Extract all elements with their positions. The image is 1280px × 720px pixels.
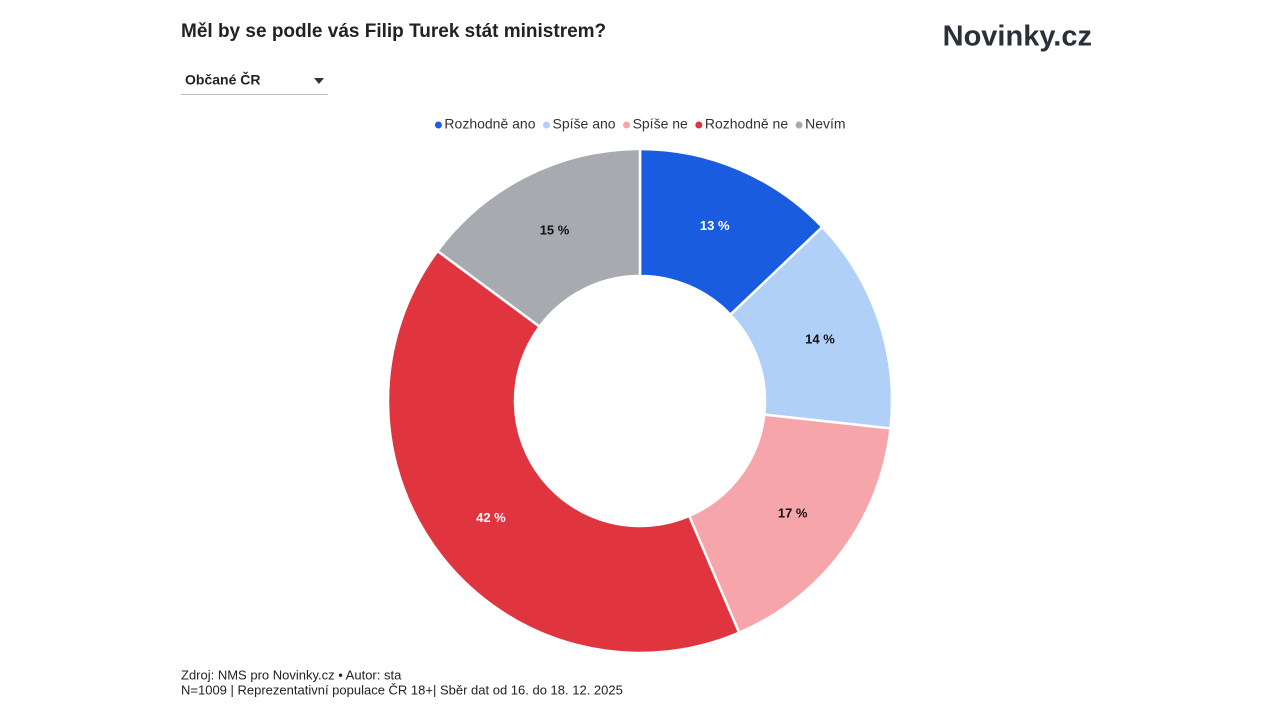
legend-marker [623,121,631,129]
legend-label: Spíše ne [633,116,688,132]
filter-value[interactable]: Občané ČR [185,71,260,88]
data-label: 14 % [805,331,835,346]
legend-label: Rozhodně ano [444,116,535,132]
donut-slice [435,147,642,329]
donut-slice [687,413,892,635]
donut: 13 % 14 % 17 % 42 % 15 % [386,147,894,655]
legend-marker [795,121,803,129]
legend-marker [434,121,442,129]
donut-slice [638,147,825,317]
donut-slice [386,249,741,655]
chart-title: Měl by se podle vás Filip Turek stát min… [181,21,606,42]
data-label: 15 % [540,223,570,238]
data-label: 13 % [700,218,730,233]
legend-label: Nevím [805,116,845,132]
filter-dropdown[interactable]: Občané ČR [181,71,328,95]
legend-label: Rozhodně ne [705,116,789,132]
footer-note: N=1009 | Reprezentativní populace ČR 18+… [181,682,623,697]
logo: Novinky.cz [943,21,1092,53]
data-label: 17 % [778,506,808,521]
legend-marker [695,121,703,129]
dropdown-caret[interactable] [314,78,324,84]
data-label: 42 % [476,510,506,525]
donut-slice [728,225,894,430]
legend-marker [543,121,550,129]
legend: Rozhodně ano Spíše ano Spíše ne Rozhodně ne… [434,116,846,132]
footer-source: Zdroj: NMS pro Novinky.cz • Autor: sta [181,667,402,682]
legend-label: Spíše ano [553,116,616,132]
